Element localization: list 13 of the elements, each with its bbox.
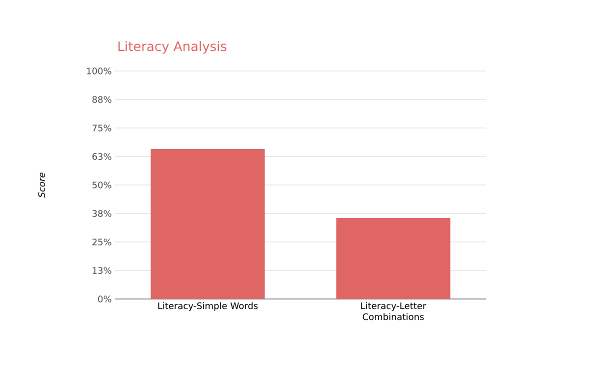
y-tick-label: 50% <box>92 182 112 188</box>
x-tick-label: Literacy-Simple Words <box>158 302 258 311</box>
y-tick-label: 38% <box>92 210 112 217</box>
y-tick-label: 63% <box>92 153 112 160</box>
y-tick-label: 75% <box>92 124 112 132</box>
x-tick-label: Literacy-Letter Combinations <box>361 302 426 320</box>
chart-title: Literacy Analysis <box>118 41 226 54</box>
y-tick-label: 13% <box>92 267 112 274</box>
y-axis-title: Score <box>38 172 46 198</box>
y-tick-label: 25% <box>92 238 112 246</box>
y-tick-label: 88% <box>92 96 112 103</box>
y-tick-label: 100% <box>87 68 112 74</box>
y-tick-label: 0% <box>98 296 112 302</box>
